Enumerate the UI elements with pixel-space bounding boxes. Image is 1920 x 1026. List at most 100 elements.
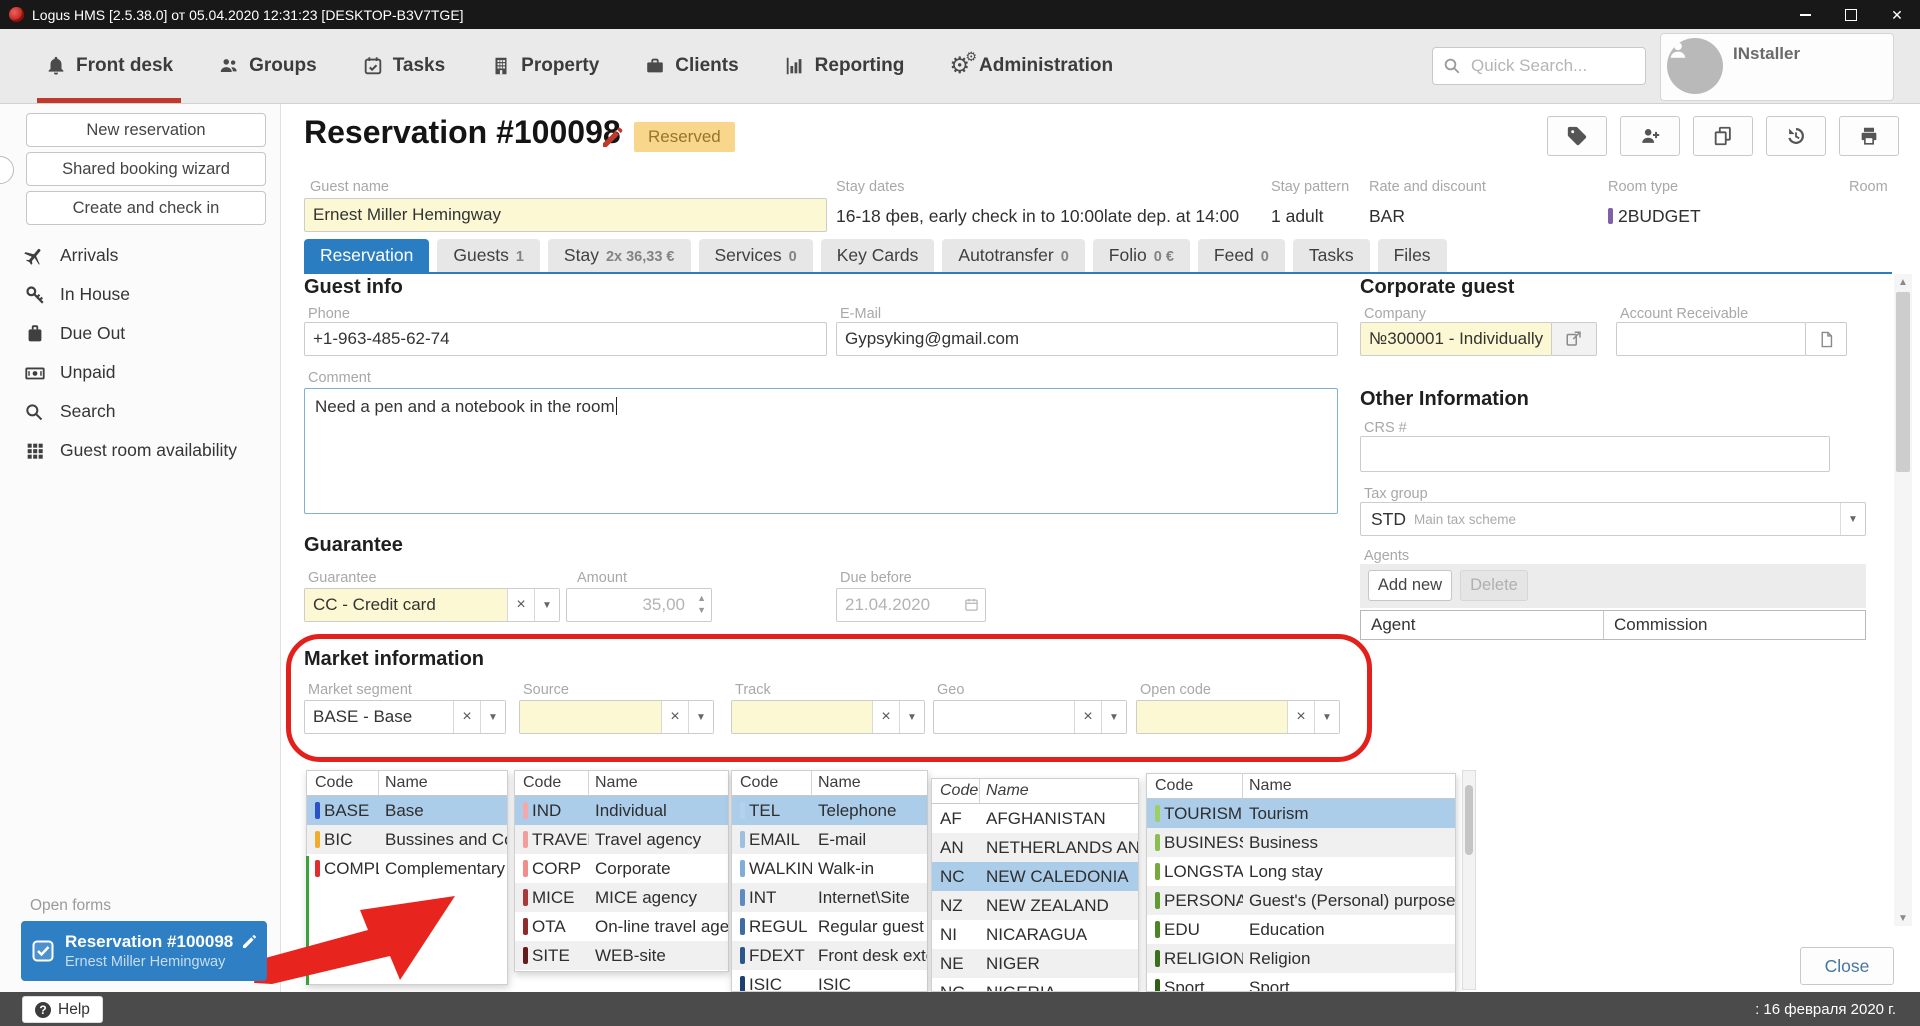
lookup-row-tourism[interactable]: TOURISM Tourism (1147, 799, 1455, 828)
document-icon[interactable] (1805, 322, 1847, 356)
nav-administration[interactable]: ⚙ ⚙ Administration (949, 29, 1113, 103)
phone-input[interactable] (304, 322, 827, 356)
tab-reservation[interactable]: Reservation (304, 239, 430, 272)
sidebar-item-arrivals[interactable]: Arrivals (0, 236, 280, 275)
lookup-row-compl[interactable]: COMPL Complementary (307, 854, 507, 883)
tab-guests[interactable]: Guests 1 (437, 239, 540, 272)
nav-reporting[interactable]: Reporting (784, 29, 904, 103)
tab-folio[interactable]: Folio 0 € (1092, 239, 1190, 272)
sidebar-item-guest-room-availability[interactable]: Guest room availability (0, 431, 280, 470)
tab-stay[interactable]: Stay 2x 36,33 € (547, 239, 691, 272)
lookup-row-corp[interactable]: CORP Corporate (515, 854, 728, 883)
lookup-row-int[interactable]: INT Internet\Site (732, 883, 927, 912)
lookup-row-mice[interactable]: MICE MICE agency (515, 883, 728, 912)
maximize-button[interactable] (1828, 0, 1874, 29)
sidebar-collapse-handle[interactable] (0, 156, 14, 184)
company-input[interactable] (1360, 322, 1552, 356)
add-new-agent-button[interactable]: Add new (1368, 570, 1452, 601)
lookup-row-ng[interactable]: NG NIGERIA (932, 978, 1138, 991)
due-before-input[interactable] (836, 588, 986, 622)
account-receivable-input[interactable] (1616, 322, 1806, 356)
amount-input[interactable] (566, 588, 712, 622)
lookup-row-af[interactable]: AF AFGHANISTAN (932, 804, 1138, 833)
lookup-row-sport[interactable]: Sport Sport (1147, 973, 1455, 991)
pencil-icon[interactable] (241, 934, 257, 950)
guarantee-clear-icon[interactable]: × (507, 589, 534, 621)
clear-icon[interactable]: × (453, 701, 480, 733)
sidebar-item-in-house[interactable]: In House (0, 275, 280, 314)
user-menu[interactable]: INstaller (1660, 33, 1894, 101)
combo-open-code[interactable]: × ▼ (1136, 700, 1340, 734)
lookup-row-ni[interactable]: NI NICARAGUA (932, 920, 1138, 949)
sidebar-item-unpaid[interactable]: Unpaid (0, 353, 280, 392)
scroll-down-icon[interactable]: ▼ (1898, 912, 1908, 924)
email-input[interactable] (836, 322, 1338, 356)
tab-files[interactable]: Files (1377, 239, 1447, 272)
lookup-row-fdext[interactable]: FDEXT Front desk exter (732, 941, 927, 970)
sidebar-item-search[interactable]: Search (0, 392, 280, 431)
close-button[interactable]: Close (1800, 947, 1894, 985)
lookup-row-ind[interactable]: IND Individual (515, 796, 728, 825)
guarantee-combo[interactable]: CC - Credit card × ▼ (304, 588, 560, 622)
lookup-row-email[interactable]: EMAIL E-mail (732, 825, 927, 854)
tab-autotransfer[interactable]: Autotransfer 0 (942, 239, 1085, 272)
lookup-row-ne[interactable]: NE NIGER (932, 949, 1138, 978)
edit-title-pencil-icon[interactable] (600, 126, 624, 150)
scroll-up-icon[interactable]: ▲ (1898, 276, 1908, 288)
tab-services[interactable]: Services 0 (698, 239, 813, 272)
toolbar-history-button[interactable] (1766, 116, 1826, 156)
comment-textarea[interactable]: Need a pen and a notebook in the room (304, 388, 1338, 514)
quick-search[interactable] (1432, 47, 1646, 85)
lookup-row-personal[interactable]: PERSONAL Guest's (Personal) purpose (1147, 886, 1455, 915)
lookup-row-isic[interactable]: ISIC ISIC (732, 970, 927, 991)
amount-spinner-icons[interactable]: ▲ ▼ (697, 593, 706, 615)
lookup-scrollbar-thumb[interactable] (1465, 785, 1473, 855)
sidebar-button-shared-booking-wizard[interactable]: Shared booking wizard (26, 152, 266, 186)
clear-icon[interactable]: × (1074, 701, 1101, 733)
delete-agent-button[interactable]: Delete (1460, 570, 1528, 601)
combo-track[interactable]: × ▼ (731, 700, 925, 734)
search-input[interactable] (1469, 55, 1613, 77)
tax-dropdown-icon[interactable]: ▼ (1840, 503, 1865, 535)
lookup-row-an[interactable]: AN NETHERLANDS ANTI (932, 833, 1138, 862)
lookup-row-regul[interactable]: REGUL Regular guest (732, 912, 927, 941)
close-window-button[interactable]: ✕ (1891, 6, 1903, 23)
nav-clients[interactable]: Clients (644, 29, 739, 103)
help-button[interactable]: ? Help (22, 996, 103, 1023)
combo-geo[interactable]: × ▼ (933, 700, 1127, 734)
lookup-row-religion[interactable]: RELIGION Religion (1147, 944, 1455, 973)
nav-property[interactable]: Property (490, 29, 599, 103)
chevron-down-icon[interactable]: ▼ (899, 701, 924, 733)
tab-tasks[interactable]: Tasks (1292, 239, 1370, 272)
open-company-button[interactable] (1551, 322, 1597, 356)
guest-name-input[interactable] (304, 198, 827, 232)
tab-feed[interactable]: Feed 0 (1197, 239, 1285, 272)
sidebar-item-due-out[interactable]: Due Out (0, 314, 280, 353)
lookup-row-site[interactable]: SITE WEB-site (515, 941, 728, 970)
chevron-down-icon[interactable]: ▼ (480, 701, 505, 733)
chevron-down-icon[interactable]: ▼ (1101, 701, 1126, 733)
toolbar-add-guest-button[interactable] (1620, 116, 1680, 156)
minimize-button[interactable] (1782, 0, 1828, 29)
lookup-row-nc[interactable]: NC NEW CALEDONIA (932, 862, 1138, 891)
tab-key-cards[interactable]: Key Cards (820, 239, 935, 272)
combo-market-segment[interactable]: BASE - Base × ▼ (304, 700, 506, 734)
sidebar-button-new-reservation[interactable]: New reservation (26, 113, 266, 147)
open-form-card[interactable]: Reservation #100098 Ernest Miller Heming… (21, 921, 267, 981)
crs-input[interactable] (1360, 436, 1830, 472)
nav-front-desk[interactable]: Front desk (36, 29, 182, 103)
lookup-scrollbar[interactable] (1462, 770, 1476, 990)
toolbar-tag-button[interactable] (1547, 116, 1607, 156)
main-scrollbar[interactable]: ▲ ▼ (1894, 274, 1912, 926)
lookup-row-tel[interactable]: TEL Telephone (732, 796, 927, 825)
toolbar-print-button[interactable] (1839, 116, 1899, 156)
tax-group-select[interactable]: STD Main tax scheme ▼ (1360, 502, 1866, 536)
nav-tasks[interactable]: Tasks (362, 29, 445, 103)
lookup-row-base[interactable]: BASE Base (307, 796, 507, 825)
clear-icon[interactable]: × (661, 701, 688, 733)
lookup-row-longstay[interactable]: LONGSTAY Long stay (1147, 857, 1455, 886)
clear-icon[interactable]: × (1287, 701, 1314, 733)
lookup-row-business[interactable]: BUSINESS Business (1147, 828, 1455, 857)
chevron-down-icon[interactable]: ▼ (688, 701, 713, 733)
lookup-row-nz[interactable]: NZ NEW ZEALAND (932, 891, 1138, 920)
